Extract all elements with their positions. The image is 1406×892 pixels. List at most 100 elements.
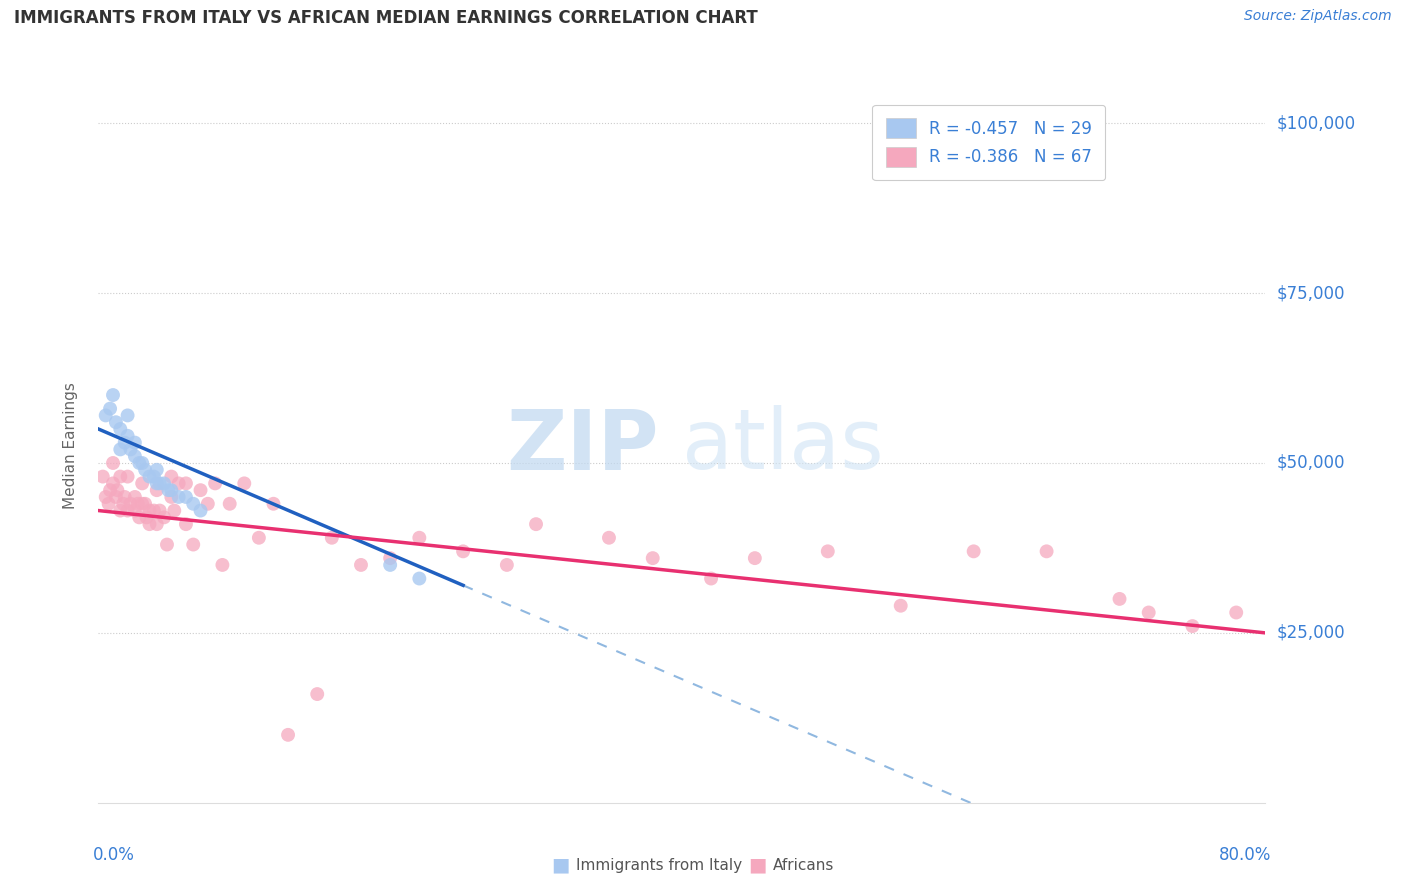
Point [817, 544, 839, 558]
Point [174, 476, 197, 491]
Text: ■: ■ [748, 855, 766, 875]
Point [174, 517, 197, 532]
Point [744, 551, 766, 566]
Point [160, 483, 183, 498]
Point [1225, 606, 1247, 620]
Point [120, 497, 142, 511]
Point [641, 551, 664, 566]
Point [120, 442, 142, 457]
Text: $50,000: $50,000 [1277, 454, 1346, 472]
Point [495, 558, 517, 572]
Point [134, 497, 156, 511]
Text: $100,000: $100,000 [1277, 114, 1357, 132]
Point [94, 409, 117, 423]
Point [598, 531, 620, 545]
Legend: R = -0.457   N = 29, R = -0.386   N = 67: R = -0.457 N = 29, R = -0.386 N = 67 [873, 104, 1105, 180]
Point [149, 476, 172, 491]
Point [104, 415, 127, 429]
Point [124, 490, 146, 504]
Point [153, 510, 176, 524]
Point [408, 531, 430, 545]
Point [124, 435, 146, 450]
Point [91, 469, 114, 483]
Point [112, 497, 135, 511]
Y-axis label: Median Earnings: Median Earnings [63, 383, 77, 509]
Point [160, 490, 183, 504]
Text: $25,000: $25,000 [1277, 624, 1346, 642]
Point [1035, 544, 1057, 558]
Point [104, 490, 127, 504]
Point [890, 599, 912, 613]
Point [138, 503, 160, 517]
Point [128, 510, 150, 524]
Point [190, 503, 212, 517]
Point [105, 483, 128, 498]
Point [167, 490, 190, 504]
Point [117, 503, 139, 517]
Point [138, 517, 160, 532]
Point [117, 409, 139, 423]
Point [307, 687, 329, 701]
Point [127, 497, 149, 511]
Point [110, 469, 132, 483]
Point [153, 476, 176, 491]
Point [98, 401, 121, 416]
Point [378, 551, 402, 566]
Point [190, 483, 212, 498]
Point [262, 497, 284, 511]
Point [181, 537, 204, 551]
Point [277, 728, 299, 742]
Point [101, 476, 124, 491]
Point [1137, 606, 1160, 620]
Text: atlas: atlas [682, 406, 883, 486]
Point [131, 476, 153, 491]
Point [128, 456, 150, 470]
Point [135, 510, 157, 524]
Point [117, 429, 139, 443]
Point [181, 497, 204, 511]
Point [197, 497, 219, 511]
Point [1108, 591, 1130, 606]
Text: 80.0%: 80.0% [1219, 846, 1271, 863]
Text: Immigrants from Italy: Immigrants from Italy [576, 858, 742, 872]
Point [174, 490, 197, 504]
Point [156, 537, 179, 551]
Point [131, 456, 153, 470]
Point [131, 497, 153, 511]
Point [146, 517, 169, 532]
Point [321, 531, 343, 545]
Text: $75,000: $75,000 [1277, 284, 1346, 302]
Point [149, 503, 172, 517]
Point [97, 497, 120, 511]
Point [101, 456, 124, 470]
Point [110, 442, 132, 457]
Point [142, 503, 165, 517]
Point [700, 572, 723, 586]
Point [146, 476, 169, 491]
Text: ■: ■ [551, 855, 569, 875]
Text: ZIP: ZIP [506, 406, 658, 486]
Point [1181, 619, 1204, 633]
Point [163, 503, 186, 517]
Point [134, 463, 156, 477]
Point [101, 388, 124, 402]
Point [233, 476, 256, 491]
Point [146, 483, 169, 498]
Point [138, 469, 160, 483]
Point [142, 469, 165, 483]
Point [962, 544, 984, 558]
Point [98, 483, 121, 498]
Point [378, 558, 402, 572]
Point [124, 449, 146, 463]
Point [94, 490, 117, 504]
Text: Source: ZipAtlas.com: Source: ZipAtlas.com [1244, 9, 1392, 23]
Text: 0.0%: 0.0% [93, 846, 135, 863]
Point [160, 469, 183, 483]
Point [157, 483, 180, 498]
Point [211, 558, 233, 572]
Point [114, 490, 136, 504]
Point [451, 544, 474, 558]
Point [110, 422, 132, 436]
Point [114, 435, 136, 450]
Point [524, 517, 547, 532]
